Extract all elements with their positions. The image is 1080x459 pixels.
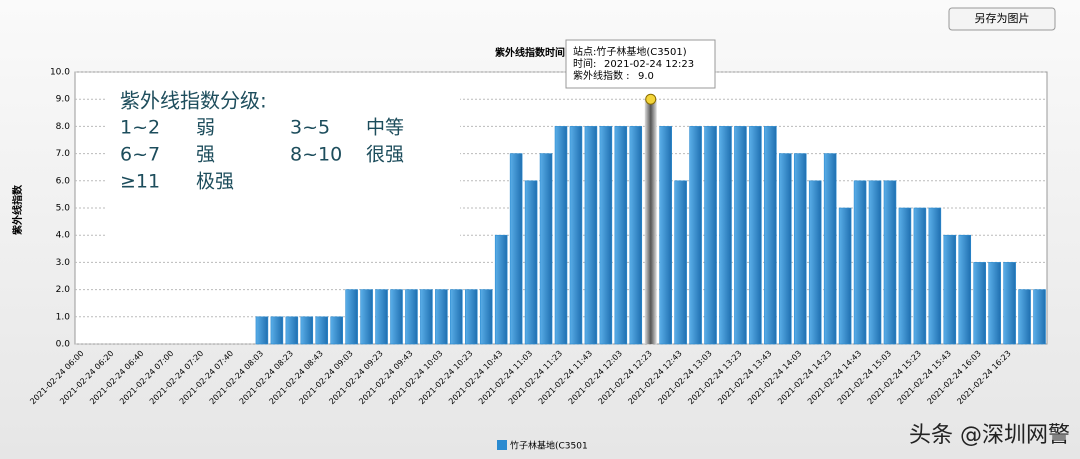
level-range: 3~5 [290, 117, 330, 139]
bar [345, 289, 358, 345]
bar [838, 207, 852, 345]
bar [734, 126, 747, 345]
y-tick-label: 9.0 [56, 95, 71, 105]
bar [898, 207, 912, 345]
annotation: 紫外线指数分级: 1~2 弱 3~5 中等 6~7 强 8~10 很强 ≥11 极强 [105, 85, 460, 255]
bar [719, 126, 732, 345]
save-button[interactable] [948, 7, 1056, 31]
bar [1018, 289, 1031, 345]
bar [390, 289, 403, 345]
annotation-box [105, 85, 460, 255]
bar [779, 153, 792, 345]
bar [958, 234, 972, 345]
bar [689, 126, 702, 345]
bar [704, 126, 717, 345]
bar [420, 289, 433, 345]
bar [659, 126, 672, 345]
tooltip-station: 站点:竹子林基地(C3501) [573, 45, 687, 58]
bar [883, 180, 897, 345]
bar [435, 289, 448, 345]
y-tick-label: 4.0 [56, 231, 71, 241]
bar [614, 126, 628, 345]
y-tick-label: 10.0 [50, 68, 70, 78]
y-tick-label: 8.0 [56, 122, 71, 132]
bar [450, 289, 463, 345]
bar [375, 289, 388, 345]
y-tick-label: 2.0 [56, 285, 71, 295]
legend-swatch [497, 440, 507, 450]
y-tick-label: 6.0 [56, 176, 71, 186]
bar [494, 234, 508, 345]
y-axis-label: 紫外线指数 [11, 184, 24, 235]
bar [749, 126, 762, 345]
button-label[interactable]: 另存为图片 [975, 11, 1030, 25]
bar [509, 153, 523, 345]
bar [405, 289, 418, 345]
bar [674, 180, 687, 345]
level-name: 极强 [196, 171, 234, 193]
bar [988, 262, 1001, 345]
highlight-point [645, 93, 657, 105]
level-name: 弱 [196, 117, 215, 139]
bar [808, 180, 822, 345]
bar [823, 153, 837, 345]
bar [524, 180, 538, 345]
bar [330, 316, 343, 345]
bar [554, 126, 568, 345]
bar [539, 153, 553, 345]
bar [943, 234, 957, 345]
level-name: 很强 [366, 144, 404, 166]
level-name: 中等 [366, 117, 404, 139]
bar [868, 180, 882, 345]
bar [270, 316, 284, 345]
tooltip-value: 9.0 [638, 71, 654, 82]
bar [1033, 289, 1046, 345]
bar [793, 153, 807, 345]
bar [913, 207, 927, 345]
bar [853, 180, 867, 345]
level-range: 6~7 [120, 144, 160, 166]
highlight-bar [644, 99, 657, 344]
bar [479, 289, 493, 345]
y-tick-label: 7.0 [56, 149, 71, 159]
level-range: 8~10 [290, 144, 342, 166]
bar [300, 316, 314, 345]
tooltip-box [565, 39, 716, 89]
bar [973, 262, 986, 345]
tooltip-time: 2021-02-24 12:23 [604, 59, 694, 70]
tooltip-value-prefix: 紫外线指数 : [573, 69, 630, 82]
bar [315, 316, 329, 345]
watermark: 头条 @深圳网警 [909, 423, 1070, 448]
tooltip-time-prefix: 时间: [573, 57, 596, 70]
annotation-title: 紫外线指数分级: [120, 89, 267, 113]
bar [464, 289, 478, 345]
level-range: 1~2 [120, 117, 160, 139]
legend-label: 竹子林基地(C3501 [510, 440, 588, 452]
bar [629, 126, 643, 345]
y-tick-label: 3.0 [56, 258, 71, 268]
y-tick-label: 0.0 [56, 340, 71, 350]
level-range: ≥11 [120, 171, 160, 193]
bar [764, 126, 777, 345]
bar [569, 126, 583, 345]
chart-title: 紫外线指数时间 [495, 46, 565, 59]
bar [1003, 262, 1016, 345]
y-tick-label: 1.0 [56, 312, 71, 322]
bar [584, 126, 598, 345]
bar [599, 126, 613, 345]
bar [285, 316, 299, 345]
level-name: 强 [196, 144, 215, 166]
bar [255, 316, 269, 345]
y-tick-label: 5.0 [56, 204, 71, 214]
bar [360, 289, 373, 345]
bar [928, 207, 942, 345]
